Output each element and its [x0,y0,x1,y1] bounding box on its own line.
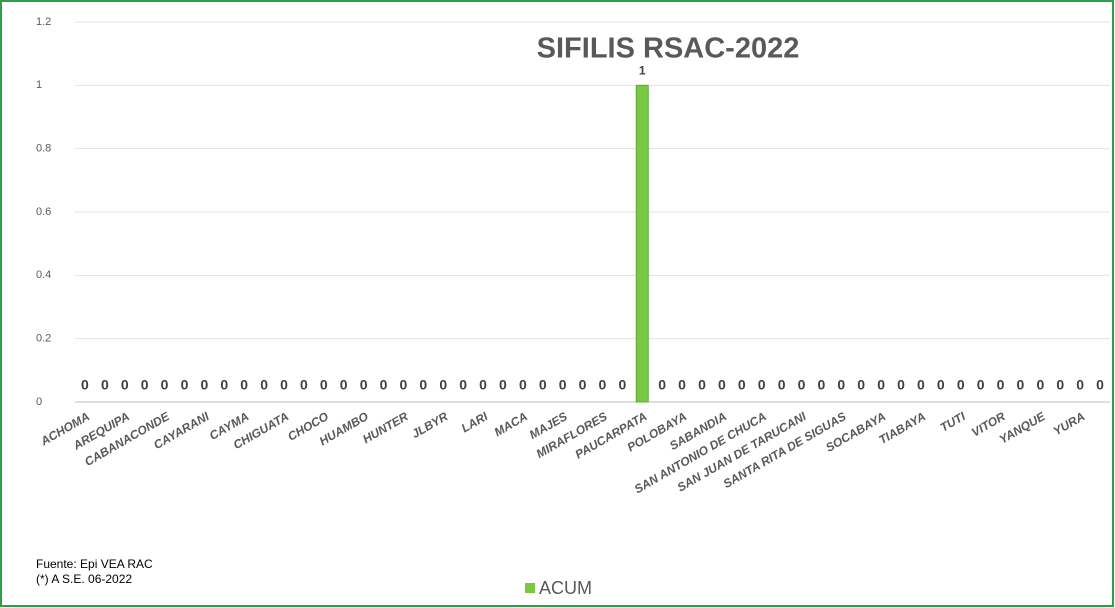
data-label: 0 [658,377,666,393]
y-tick-label: 0.6 [36,206,51,218]
data-label: 1 [639,64,646,78]
data-label: 0 [161,377,169,393]
data-label: 0 [997,377,1005,393]
y-tick-label: 0 [36,396,42,408]
data-label: 0 [917,377,925,393]
source-note: Fuente: Epi VEA RAC [36,557,153,571]
data-label: 0 [957,377,965,393]
data-label: 0 [678,377,686,393]
data-label: 0 [81,377,89,393]
legend-swatch [525,583,535,593]
data-label: 0 [459,377,467,393]
data-label: 0 [977,377,985,393]
data-label: 0 [499,377,507,393]
data-label: 0 [1036,377,1044,393]
y-tick-label: 0.4 [36,269,51,281]
data-label: 0 [419,377,427,393]
y-tick-label: 0.2 [36,333,51,345]
period-note: (*) A S.E. 06-2022 [36,572,132,586]
data-label: 0 [280,377,288,393]
data-label: 0 [599,377,607,393]
y-tick-label: 1.2 [36,16,51,28]
data-label: 0 [400,377,408,393]
data-label: 0 [141,377,149,393]
data-label: 0 [380,377,388,393]
data-label: 0 [817,377,825,393]
data-label: 0 [897,377,905,393]
data-label: 0 [1076,377,1084,393]
data-label: 0 [579,377,587,393]
data-label: 0 [698,377,706,393]
data-label: 0 [837,377,845,393]
data-label: 0 [320,377,328,393]
data-label: 0 [340,377,348,393]
y-tick-label: 1 [36,79,42,91]
data-label: 0 [1096,377,1104,393]
legend-label: ACUM [539,578,592,598]
chart-title: SIFILIS RSAC-2022 [537,33,800,65]
data-label: 0 [439,377,447,393]
data-label: 0 [618,377,626,393]
data-label: 0 [200,377,208,393]
data-label: 0 [778,377,786,393]
data-label: 0 [181,377,189,393]
data-label: 0 [240,377,248,393]
data-label: 0 [937,377,945,393]
data-label: 0 [479,377,487,393]
y-tick-label: 0.8 [36,143,51,155]
data-label: 0 [1056,377,1064,393]
data-label: 0 [559,377,567,393]
data-label: 0 [360,377,368,393]
data-label: 0 [539,377,547,393]
bar [635,84,649,403]
data-label: 0 [758,377,766,393]
data-label: 0 [738,377,746,393]
data-label: 0 [857,377,865,393]
data-label: 0 [300,377,308,393]
data-label: 0 [1017,377,1025,393]
data-label: 0 [101,377,109,393]
data-label: 0 [121,377,129,393]
data-label: 0 [718,377,726,393]
data-label: 0 [519,377,527,393]
data-label: 0 [260,377,268,393]
data-label: 0 [877,377,885,393]
data-label: 0 [798,377,806,393]
data-label: 0 [220,377,228,393]
